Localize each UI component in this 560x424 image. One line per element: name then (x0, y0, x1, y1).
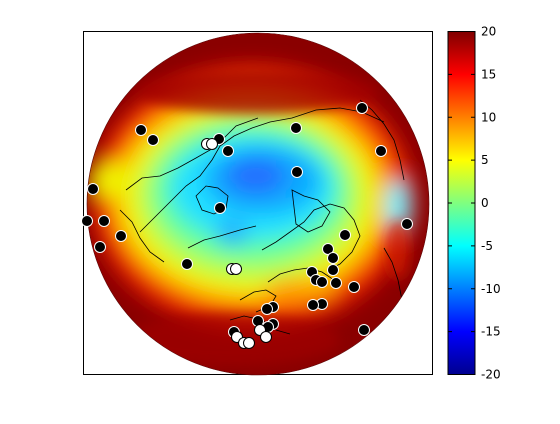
station-marker-filled (348, 281, 360, 293)
station-marker-filled (339, 229, 351, 241)
station-marker-filled (98, 215, 110, 227)
station-markers (81, 102, 413, 349)
station-marker-filled (291, 166, 303, 178)
colorbar-tick-label: -15 (481, 325, 501, 339)
station-marker-filled (181, 258, 193, 270)
colorbar-tick-label: 10 (481, 110, 496, 124)
colorbar (447, 31, 476, 375)
station-marker-filled (356, 102, 368, 114)
colorbar-tick-label: 5 (481, 153, 489, 167)
station-marker-filled (214, 202, 226, 214)
station-marker-filled (322, 243, 334, 255)
station-marker-filled (327, 252, 339, 264)
station-marker-filled (401, 218, 413, 230)
station-marker-filled (81, 215, 93, 227)
station-marker-filled (307, 299, 319, 311)
station-marker-filled (94, 241, 106, 253)
station-marker-filled (147, 134, 159, 146)
map-boundary (86, 32, 430, 376)
station-marker-filled (358, 324, 370, 336)
station-marker-open (243, 337, 255, 349)
station-marker-open (206, 138, 218, 150)
station-marker-filled (375, 145, 387, 157)
station-marker-open (230, 263, 242, 275)
colorbar-ticks: 20 15 10 5 0 -5 -10 -15 -20 (448, 25, 501, 382)
station-marker-filled (115, 230, 127, 242)
colorbar-tick-label: -20 (481, 368, 501, 382)
temperature-field (87, 33, 429, 375)
station-marker-filled (327, 264, 339, 276)
station-marker-filled (135, 124, 147, 136)
station-marker-filled (261, 303, 273, 315)
colorbar-tick-label: 15 (481, 67, 496, 81)
colorbar-tick-label: -10 (481, 282, 501, 296)
colorbar-tick-label: 0 (481, 196, 489, 210)
station-marker-filled (330, 277, 342, 289)
colorbar-tick-label: 20 (481, 25, 496, 39)
station-marker-filled (316, 276, 328, 288)
station-marker-open (260, 331, 272, 343)
station-marker-filled (222, 145, 234, 157)
colorbar-tick-label: -5 (481, 239, 493, 253)
station-marker-filled (87, 183, 99, 195)
station-marker-filled (290, 122, 302, 134)
